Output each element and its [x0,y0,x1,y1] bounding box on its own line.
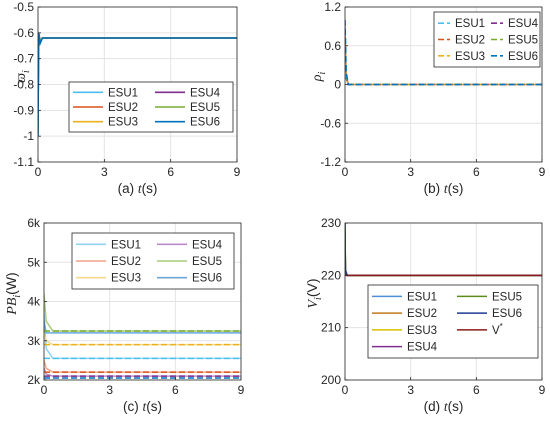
x-tick-label: 0 [41,383,48,397]
x-tick-label: 3 [101,165,108,179]
legend-entry: ESU2 [455,35,485,47]
legend-entry: ESU4 [407,342,438,354]
legend-entry: ESU2 [108,102,138,114]
legend-entry: V* [492,322,503,337]
y-axis-label: Vi(V) [304,278,324,308]
series-line-ESU1 [345,223,542,277]
x-axis-caption: (d) t(s) [424,399,464,414]
legend-entry: ESU3 [455,51,485,63]
chart-c: 0 3 6 9 2k 3k 4k 5k 6k PBi(W) (c) t(s) ESU1 ESU4 ESU2… [3,216,245,414]
legend-entry: ESU5 [190,102,220,114]
axes-box [344,222,543,381]
x-tick-label: 9 [539,165,546,179]
legend-entry: ESU3 [108,117,138,129]
y-tick-label: -0.6 [320,116,341,130]
y-tick-label: 0 [334,78,341,92]
y-tick-label: -0.7 [13,52,34,66]
legend-entry: ESU1 [455,18,485,30]
chart-b: 0 3 6 9-1.2-0.600.61.2ρi(b) t(s)ESU1 ESU4ESU… [310,0,546,196]
y-tick-label: 3k [27,334,41,348]
series-line-ESU2 [345,228,542,277]
y-tick-label: -0.6 [13,26,34,40]
legend-entry: ESU1 [407,291,437,303]
x-tick-label: 6 [172,383,179,397]
chart-a: 0 3 6 9 -1.1 -1 -0.9 -0.8 -0.7 -0.6 -0.5 ϖi (a) t(s)… [13,0,240,196]
legend-entry: ESU1 [108,87,138,99]
series-line-ESU4 [345,233,542,277]
legend: ESU1 ESU4 ESU2 ESU5 ESU3 ESU6 [71,232,235,290]
y-tick-label: 220 [321,268,341,282]
legend-entry: ESU3 [407,325,437,337]
x-tick-label: 0 [342,165,349,179]
legend-entry: ESU2 [111,256,141,268]
series-group [44,293,241,379]
x-tick-label: 0 [35,165,42,179]
y-tick-label: -0.5 [13,0,34,14]
x-axis-caption: (a) t(s) [118,181,158,196]
series-line-ESU5 [345,228,542,277]
legend-entry: ESU1 [111,239,141,251]
x-tick-label: 6 [167,165,174,179]
legend-entry: ESU5 [192,256,222,268]
legend: ESU1 ESU5 ESU2 ESU6 ESU3 V* ESU4 [367,284,539,359]
legend-entry: ESU4 [192,239,223,251]
legend-entry: ESU6 [192,273,222,285]
y-tick-label: 0.6 [324,39,341,53]
series-line-ESU6 [38,32,237,137]
x-tick-label: 9 [234,165,241,179]
x-tick-label: 0 [342,383,349,397]
x-tick-label: 3 [106,383,113,397]
series-line-ESU6 [345,19,542,86]
series-group [345,19,542,86]
x-tick-label: 6 [473,383,480,397]
series-line-ESU6 [44,320,241,334]
y-tick-label: 5k [27,255,41,269]
legend-entry: ESU6 [492,308,522,320]
legend-entry: ESU5 [492,291,522,303]
y-tick-label: 210 [321,321,341,335]
x-tick-label: 3 [407,383,414,397]
series-line-ESU6 [345,223,542,277]
series-line-ESU2 [44,360,241,373]
series-line-ESU3 [345,32,542,86]
y-tick-label: 200 [321,373,341,387]
legend-entry: ESU6 [190,117,220,129]
y-tick-label: 4k [27,295,41,309]
x-axis-caption: (c) t(s) [123,399,162,414]
y-tick-label: -0.9 [13,103,34,117]
y-axis-label: ρi [310,72,328,83]
legend-entry: ESU4 [190,87,221,99]
legend-entry: ESU2 [407,308,437,320]
series-line-ESU3 [345,228,542,277]
series-group [38,32,237,137]
y-tick-label: -1.1 [13,155,34,169]
y-tick-label: 6k [27,216,41,230]
legend-entry: ESU3 [111,273,141,285]
legend-entry: ESU4 [508,18,539,30]
y-axis-label: ϖi [14,70,32,83]
legend: ESU1 ESU4 ESU2 ESU5 ESU3 ESU6 [68,81,234,133]
x-tick-label: 9 [238,383,245,397]
series-group [345,223,542,277]
series-line-ESU1 [44,313,241,360]
x-tick-label: 3 [407,165,414,179]
y-tick-label: 2k [27,373,41,387]
series-line-ESU3 [44,332,241,346]
y-tick-label: -1 [23,129,34,143]
y-tick-label: -0.8 [13,78,34,92]
series-line-ESU5 [345,29,542,86]
series-line-ESU5 [44,293,241,332]
legend: ESU1 ESU4 ESU2 ESU5 ESU3 ESU6 [433,11,541,68]
y-axis-label: PBi(W) [3,272,23,315]
legend-entry: ESU6 [508,51,538,63]
legend-entry: ESU5 [508,35,538,47]
y-tick-label: 1.2 [324,0,341,14]
y-tick-label: -1.2 [320,155,341,169]
x-axis-caption: (b) t(s) [424,181,464,196]
x-tick-label: 6 [473,165,480,179]
y-tick-label: 230 [321,216,341,230]
x-tick-label: 9 [539,383,546,397]
